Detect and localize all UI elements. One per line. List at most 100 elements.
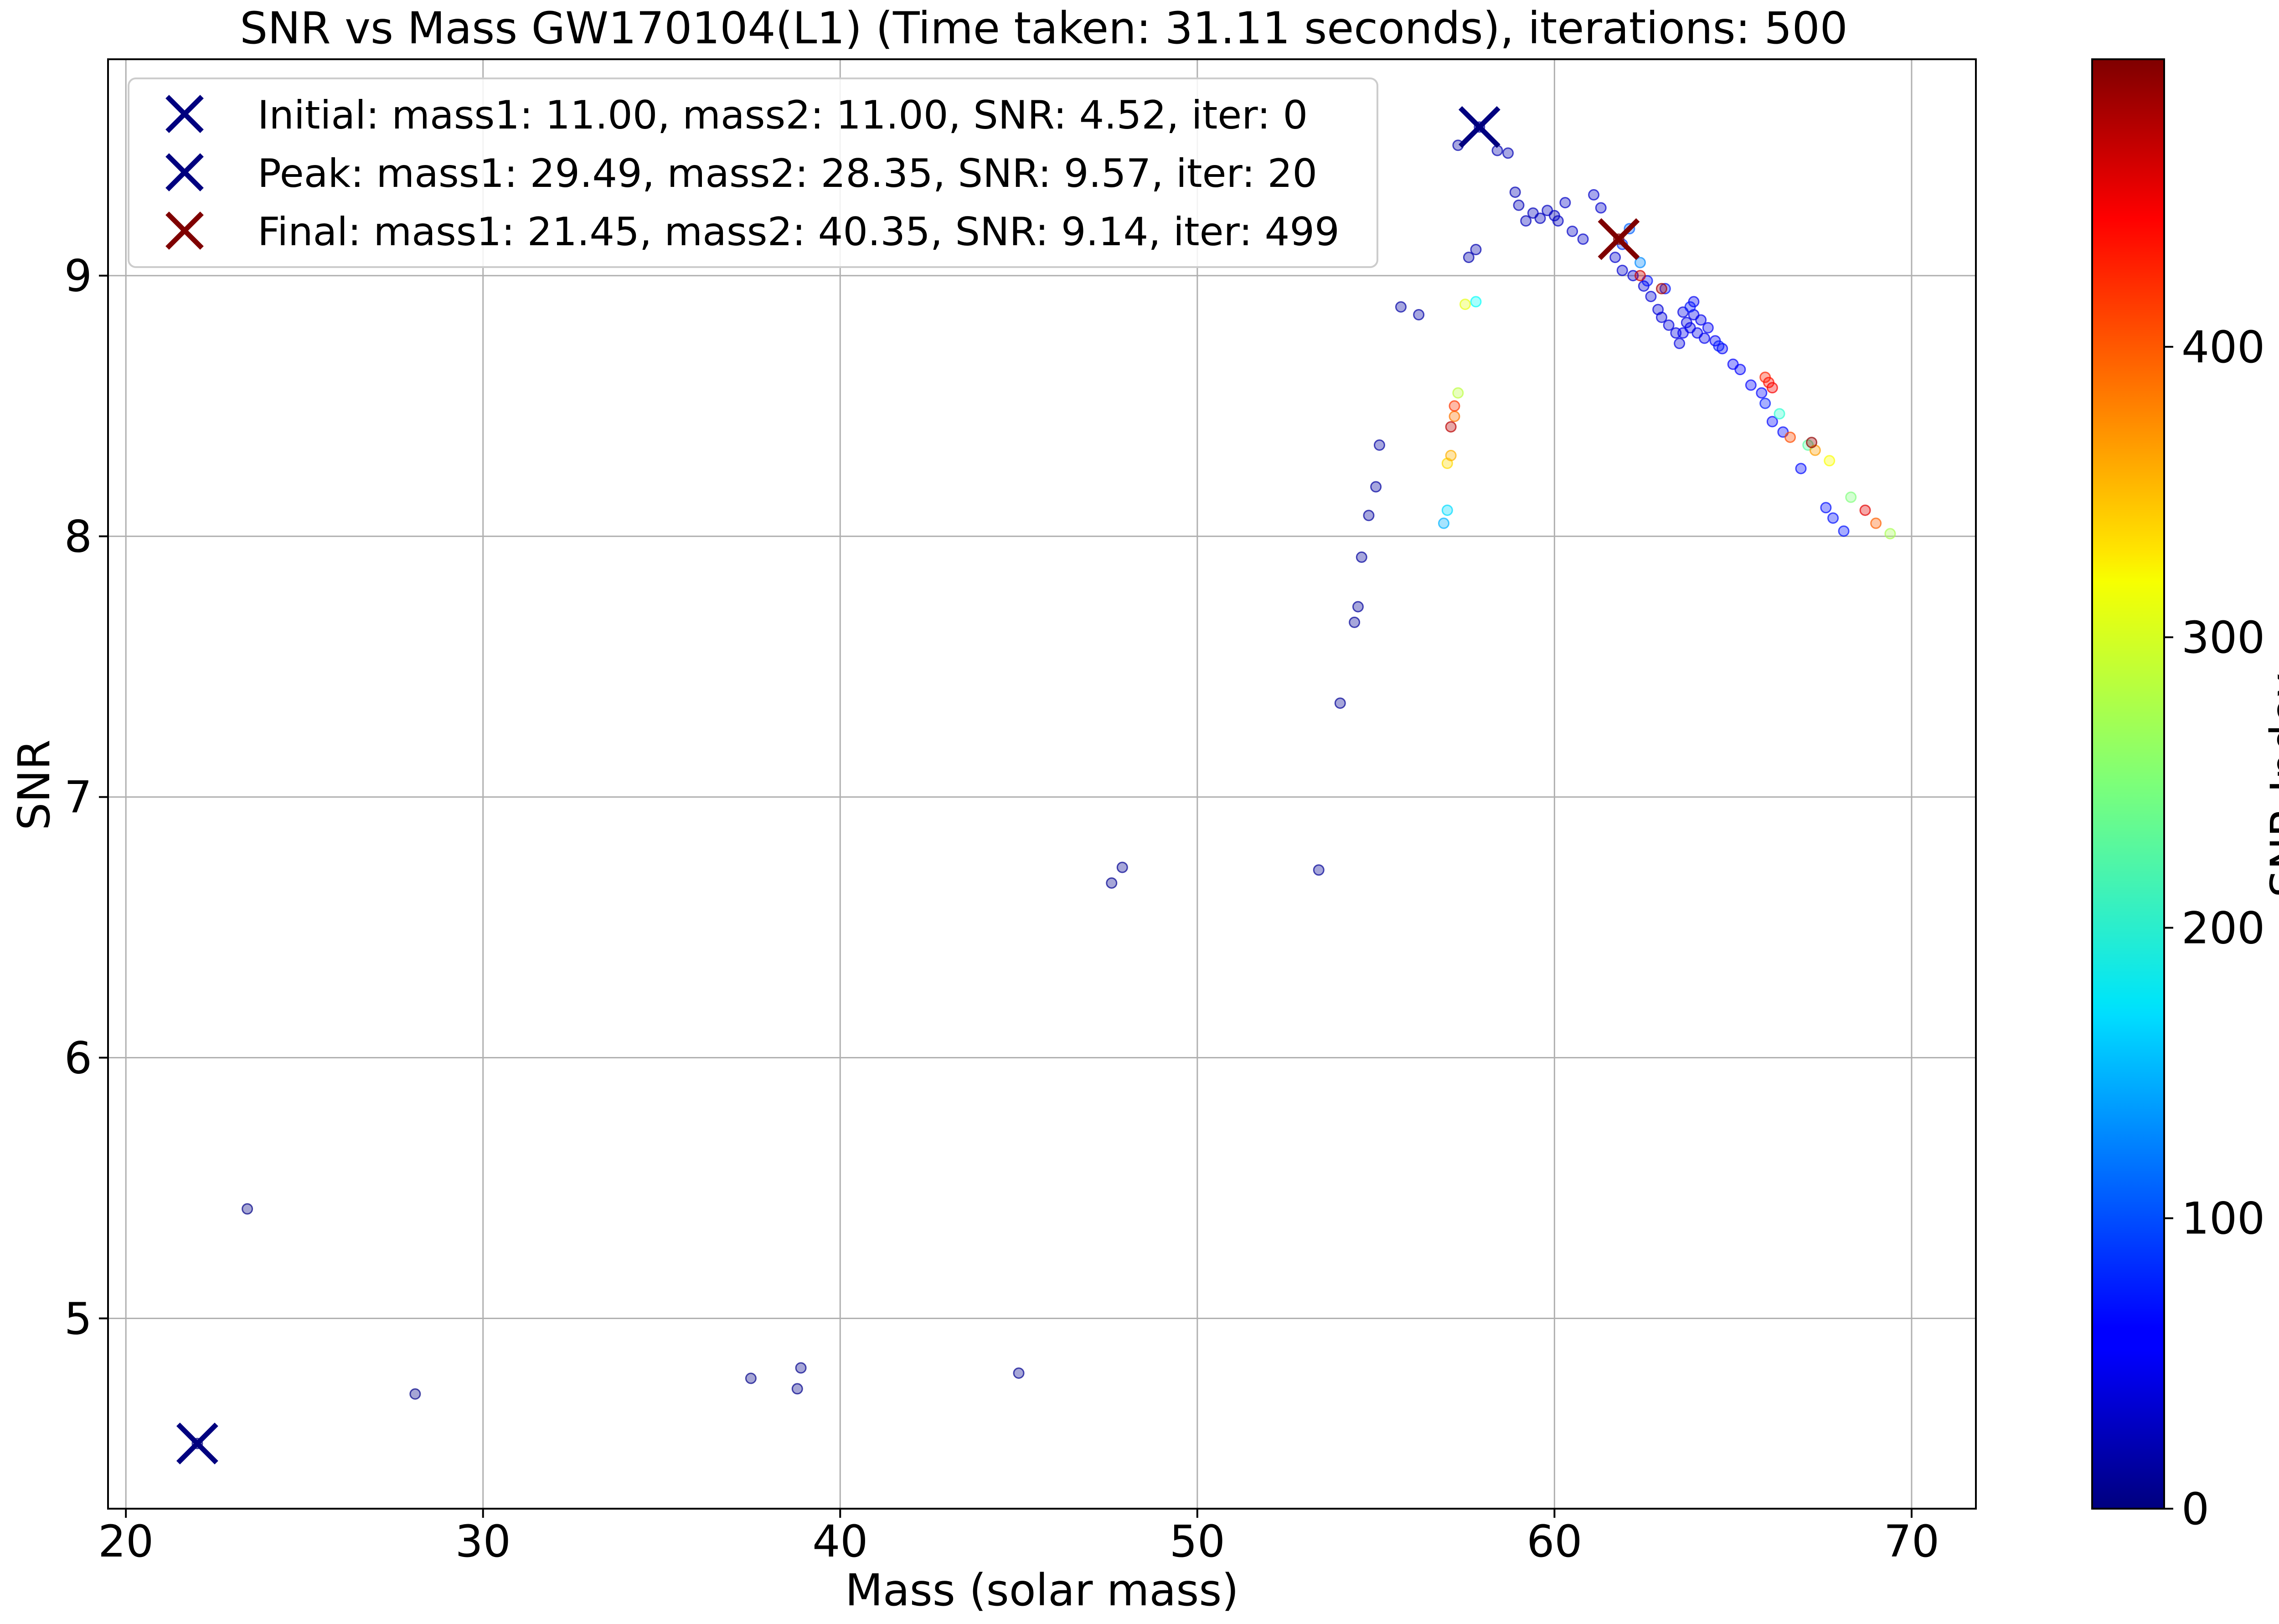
data-point — [1698, 332, 1710, 344]
data-point — [1595, 202, 1607, 214]
data-point — [1013, 1367, 1025, 1379]
data-point — [1106, 877, 1118, 889]
data-point — [1645, 290, 1657, 302]
data-point — [1655, 283, 1667, 294]
y-tick-label: 5 — [64, 1293, 92, 1344]
data-point — [1684, 301, 1696, 313]
x-tick-label: 70 — [1884, 1516, 1939, 1567]
data-point — [1567, 225, 1578, 237]
data-point — [1349, 616, 1361, 628]
data-point — [1659, 283, 1671, 294]
data-point — [1116, 861, 1128, 873]
colorbar-tick-label: 100 — [2181, 1193, 2265, 1244]
data-point — [1674, 337, 1686, 349]
data-point — [1838, 525, 1850, 537]
y-tick-label: 9 — [64, 251, 92, 302]
data-point — [1356, 551, 1367, 563]
colorbar: SNR Index 0 100 200 300 400 — [2091, 58, 2279, 1535]
data-point — [1784, 431, 1796, 443]
data-point — [795, 1362, 807, 1374]
data-point — [409, 1388, 421, 1400]
data-point — [1577, 233, 1589, 245]
peak-marker — [1458, 106, 1500, 148]
data-point — [1713, 340, 1725, 352]
data-point — [1824, 455, 1836, 467]
colorbar-tick-label: 200 — [2181, 902, 2265, 954]
data-point — [1759, 397, 1771, 409]
data-point — [1459, 299, 1471, 310]
data-point — [1513, 199, 1525, 211]
data-point — [1363, 510, 1375, 521]
highlight-markers — [176, 106, 1640, 1464]
data-point — [1663, 319, 1675, 331]
data-point — [745, 1372, 757, 1384]
legend-label: Initial: mass1: 11.00, mass2: 11.00, SNR… — [258, 93, 1308, 138]
axis-ticks: 20 30 40 50 60 70 5 6 7 8 9 — [64, 251, 1939, 1567]
data-point — [1634, 270, 1646, 282]
data-point — [1559, 197, 1571, 209]
data-point — [1756, 387, 1768, 399]
data-point — [1870, 517, 1882, 529]
data-point — [791, 1383, 803, 1395]
x-tick-label: 20 — [98, 1516, 154, 1567]
peak-marker-legend-icon — [165, 153, 204, 191]
data-point — [1449, 400, 1460, 412]
y-axis-label: SNR — [9, 739, 60, 830]
data-point — [1413, 309, 1425, 321]
data-point — [1534, 212, 1546, 224]
final-marker-stroke — [1598, 218, 1640, 260]
data-point — [242, 1203, 253, 1215]
data-point — [1655, 311, 1667, 323]
y-tick-label: 7 — [64, 772, 92, 823]
data-point — [1695, 314, 1707, 326]
data-point — [1827, 512, 1839, 524]
data-point — [1441, 504, 1453, 516]
colorbar-tick-label: 300 — [2181, 612, 2265, 663]
data-point — [1370, 481, 1382, 493]
data-point — [1820, 502, 1832, 514]
data-point — [1445, 449, 1457, 461]
data-point — [1806, 437, 1818, 449]
data-point — [1449, 411, 1460, 423]
data-point — [1745, 379, 1757, 391]
y-tick-label: 6 — [64, 1033, 92, 1084]
y-tick-label: 8 — [64, 511, 92, 562]
data-point — [1552, 215, 1564, 227]
colorbar-tick-label: 0 — [2181, 1484, 2209, 1535]
x-tick-label: 60 — [1526, 1516, 1582, 1567]
data-point — [1502, 147, 1514, 159]
legend-box — [128, 77, 1378, 268]
data-point — [1588, 189, 1600, 201]
data-point — [1509, 186, 1521, 198]
grid — [108, 59, 1976, 1509]
initial-marker — [176, 1423, 218, 1464]
plot-frame — [107, 58, 1977, 1510]
x-axis-label: Mass (solar mass) — [845, 1565, 1239, 1616]
x-tick-label: 30 — [455, 1516, 511, 1567]
legend-label: Peak: mass1: 29.49, mass2: 28.35, SNR: 9… — [258, 151, 1317, 196]
colorbar-gradient — [2091, 58, 2165, 1510]
data-point — [1470, 244, 1482, 256]
data-point — [1520, 215, 1532, 227]
data-point — [1766, 382, 1778, 394]
peak-marker-stroke — [1458, 106, 1500, 148]
peak-marker-legend-icon-stroke — [165, 153, 204, 191]
data-point — [1395, 301, 1407, 313]
final-marker-legend-icon-stroke — [165, 211, 204, 250]
data-point — [1766, 416, 1778, 428]
data-point — [1334, 697, 1346, 709]
data-point — [1677, 327, 1689, 339]
data-point — [1859, 504, 1871, 516]
final-marker — [1598, 218, 1640, 260]
data-point — [1616, 264, 1628, 276]
data-point — [1313, 864, 1325, 876]
data-point — [1702, 322, 1714, 334]
final-marker-legend-icon — [165, 211, 204, 250]
colorbar-tick-label: 400 — [2181, 322, 2265, 373]
data-point — [1470, 296, 1482, 308]
x-tick-label: 50 — [1170, 1516, 1225, 1567]
data-point — [1452, 387, 1464, 399]
data-point — [1734, 364, 1746, 376]
data-point — [1845, 491, 1857, 503]
